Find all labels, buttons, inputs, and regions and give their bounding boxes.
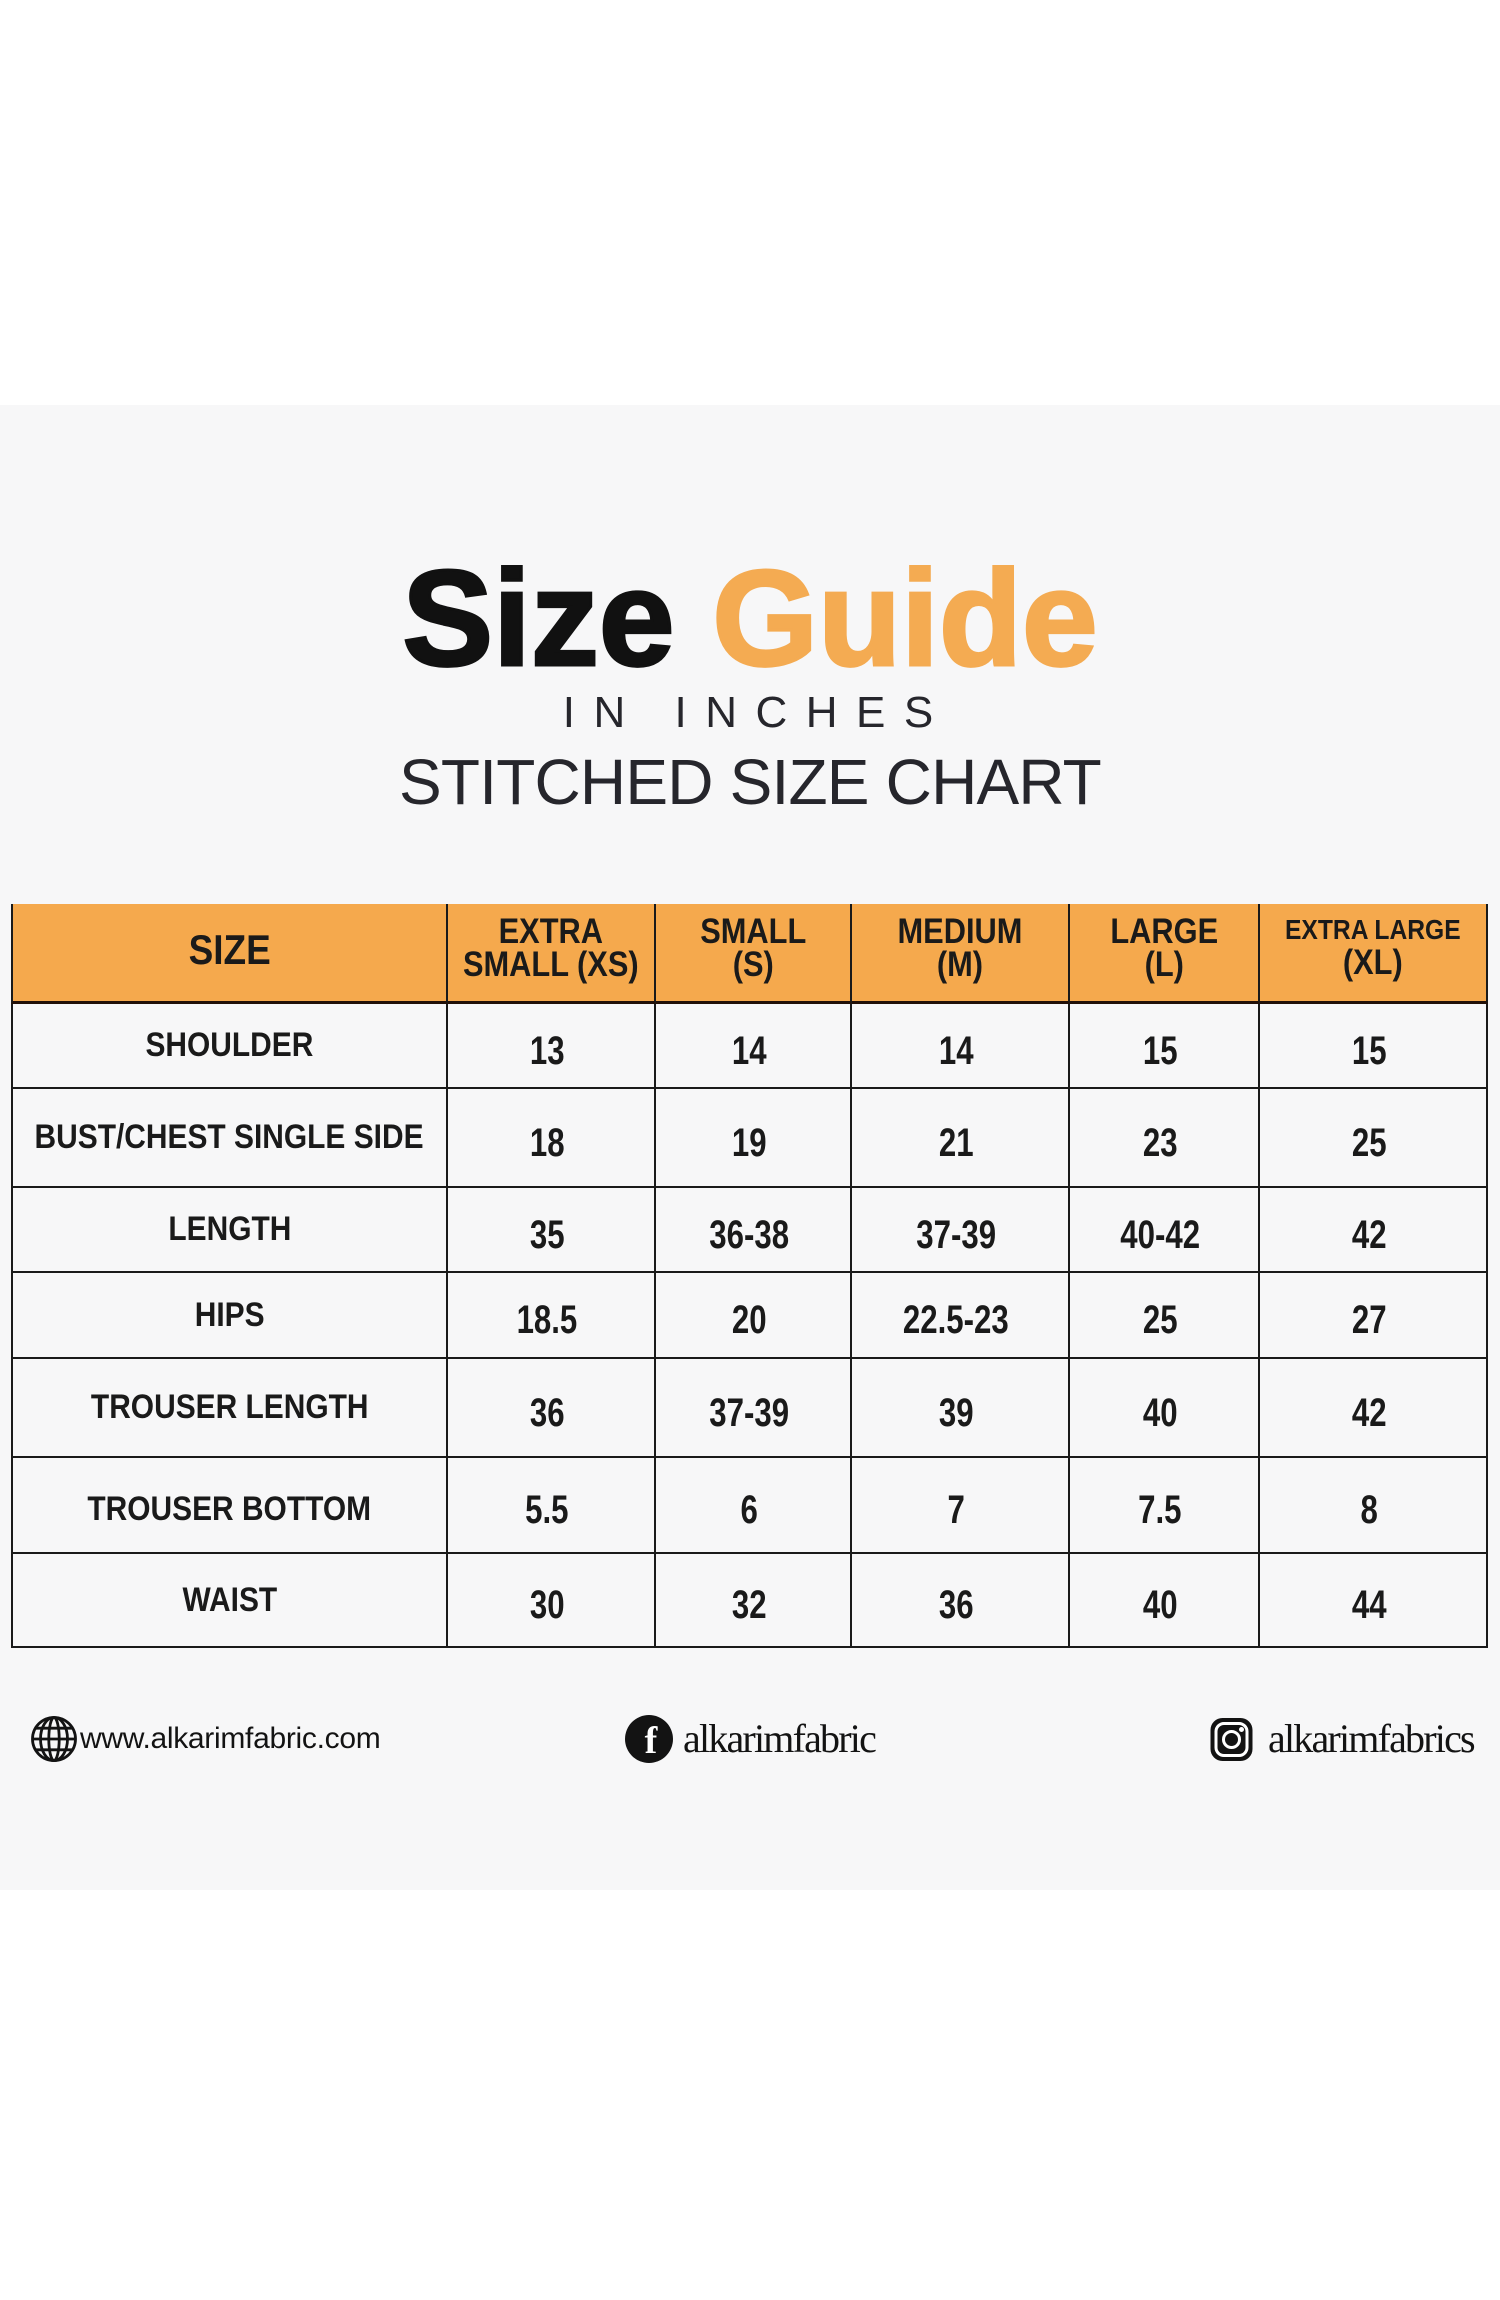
svg-text:f: f — [645, 1720, 659, 1762]
